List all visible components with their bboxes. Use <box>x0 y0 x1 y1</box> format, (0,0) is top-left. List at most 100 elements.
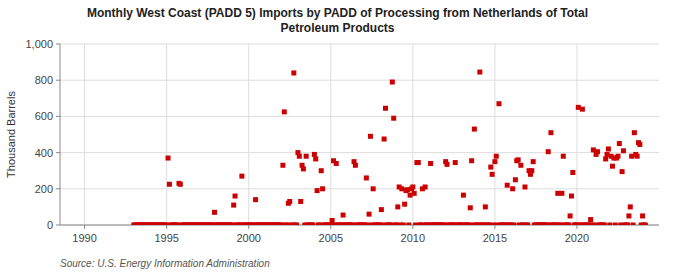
point <box>559 191 564 196</box>
point <box>602 223 607 226</box>
x-tick-label: 2000 <box>236 232 260 244</box>
y-tick-label: 600 <box>35 110 53 122</box>
point <box>588 217 593 222</box>
point <box>477 70 482 75</box>
point <box>395 204 400 209</box>
point <box>617 141 622 146</box>
x-grid-line <box>84 44 85 225</box>
point <box>643 223 648 226</box>
x-tick-label: 2010 <box>401 232 425 244</box>
point <box>518 163 523 168</box>
point <box>490 172 495 177</box>
point <box>406 223 411 226</box>
point <box>428 161 433 166</box>
point <box>401 223 406 226</box>
point <box>233 194 238 199</box>
point <box>297 154 302 159</box>
point <box>635 154 640 159</box>
x-grid-line <box>248 44 249 225</box>
point <box>298 199 303 204</box>
x-grid-line <box>330 44 331 225</box>
point <box>610 164 615 169</box>
point <box>628 204 633 209</box>
x-tick-label: 2020 <box>565 232 589 244</box>
point <box>311 223 316 226</box>
point <box>525 223 530 226</box>
point <box>231 203 236 208</box>
y-grid-line <box>60 188 659 189</box>
point <box>341 213 346 218</box>
point <box>516 157 521 162</box>
point <box>620 169 625 174</box>
point <box>412 191 417 196</box>
point <box>531 159 536 164</box>
y-tick <box>56 152 60 153</box>
y-tick <box>56 80 60 81</box>
x-tick <box>494 225 495 229</box>
point <box>570 170 575 175</box>
point <box>510 186 515 191</box>
axes: 02004006008001,0001990199520002005201020… <box>25 38 659 244</box>
point <box>626 213 631 218</box>
background <box>0 0 675 275</box>
y-grid-line <box>60 44 659 45</box>
point <box>423 184 428 189</box>
y-tick-label: 0 <box>47 219 53 231</box>
y-tick-label: 800 <box>35 74 53 86</box>
point <box>613 223 618 226</box>
x-grid-line <box>412 44 413 225</box>
point <box>301 166 306 171</box>
point <box>580 107 585 112</box>
point <box>469 158 474 163</box>
point <box>607 223 612 226</box>
point <box>391 116 396 121</box>
y-axis-label: Thousand Barrels <box>5 91 17 178</box>
y-tick-label: 200 <box>35 183 53 195</box>
point <box>468 205 473 210</box>
x-tick <box>330 225 331 229</box>
y-grid-line <box>60 116 659 117</box>
y-grid-line <box>60 80 659 81</box>
point <box>330 218 335 223</box>
point <box>320 186 325 191</box>
point <box>445 162 450 167</box>
point <box>461 193 466 198</box>
point <box>625 223 630 226</box>
point <box>631 223 636 226</box>
x-tick <box>248 225 249 229</box>
point <box>304 154 309 159</box>
chart-container: Monthly West Coast (PADD 5) Imports by P… <box>0 0 675 275</box>
point <box>294 223 299 226</box>
y-grid-line <box>60 152 659 153</box>
point <box>637 142 642 147</box>
point <box>606 146 611 151</box>
point <box>178 182 183 187</box>
y-tick-label: 1,000 <box>25 38 53 50</box>
point <box>632 130 637 135</box>
x-grid-line <box>494 44 495 225</box>
point <box>615 154 620 159</box>
point <box>568 213 573 218</box>
point <box>410 184 415 189</box>
point <box>621 148 626 153</box>
y-tick <box>56 225 60 226</box>
x-grid-line <box>576 44 577 225</box>
point <box>494 154 499 159</box>
point <box>167 182 172 187</box>
points <box>131 70 647 225</box>
point <box>353 163 358 168</box>
point <box>522 184 527 189</box>
title-line: Monthly West Coast (PADD 5) Imports by P… <box>87 6 588 20</box>
point <box>319 168 324 173</box>
y-tick <box>56 188 60 189</box>
point <box>529 168 534 173</box>
x-tick <box>576 225 577 229</box>
page: {"chart_data": { "type": "scatter", "tit… <box>0 0 675 275</box>
y-tick <box>56 116 60 117</box>
point <box>548 130 553 135</box>
point <box>488 165 493 170</box>
point <box>595 149 600 154</box>
point <box>566 223 571 226</box>
point <box>315 188 320 193</box>
point <box>569 194 574 199</box>
